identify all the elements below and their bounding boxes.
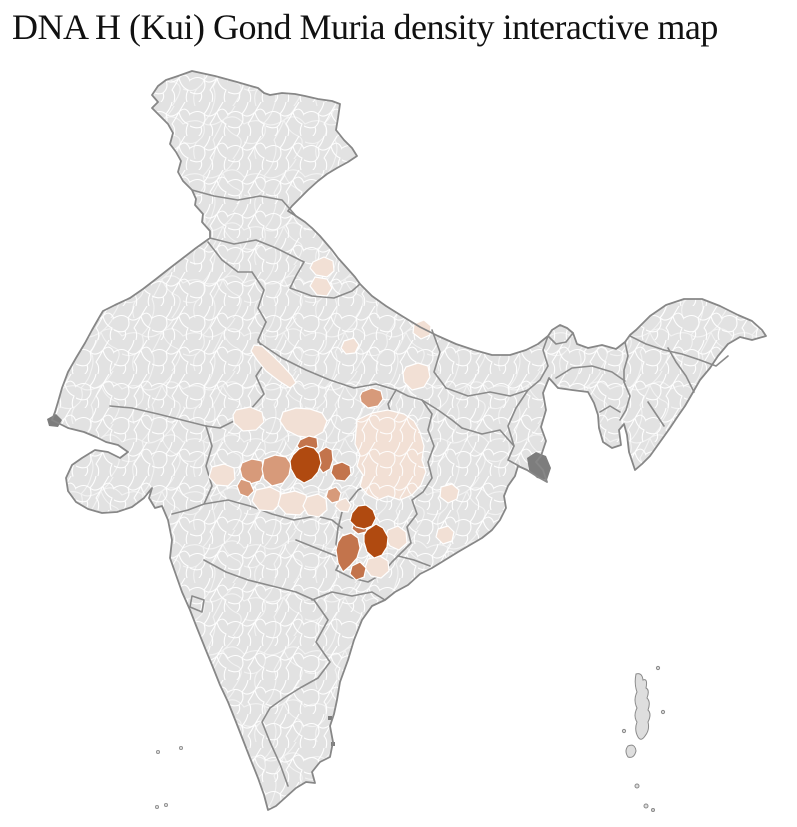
andaman-main-island	[634, 673, 651, 740]
island-dot	[643, 803, 649, 809]
andaman-south-island	[625, 744, 637, 758]
coastal-enclave	[328, 716, 332, 720]
island-dot	[660, 709, 666, 715]
page-title: DNA H (Kui) Gond Muria density interacti…	[12, 7, 718, 47]
district	[309, 276, 333, 297]
district	[289, 445, 322, 484]
district	[239, 458, 265, 485]
district	[232, 406, 265, 432]
district	[435, 525, 455, 545]
district	[325, 486, 342, 504]
state-borders	[109, 189, 729, 787]
lakshadweep-islands[interactable]	[154, 746, 183, 810]
district	[349, 504, 377, 530]
district	[363, 523, 389, 559]
district	[309, 256, 335, 278]
district	[251, 486, 282, 512]
district	[236, 478, 255, 498]
district	[302, 493, 328, 518]
district	[335, 532, 361, 573]
district	[330, 461, 352, 482]
district	[340, 337, 360, 355]
island-dot	[621, 728, 627, 734]
density-very-high-districts[interactable]	[289, 445, 389, 559]
island-dot	[163, 803, 168, 808]
island-dot	[154, 805, 159, 810]
island-dot	[178, 746, 183, 751]
district	[208, 463, 236, 487]
density-medium-districts[interactable]	[236, 387, 384, 504]
district	[349, 561, 367, 581]
district	[402, 362, 431, 391]
district	[439, 483, 460, 504]
andaman-nicobar-islands[interactable]	[621, 665, 666, 812]
island-dot	[655, 665, 661, 671]
island-dot	[155, 750, 160, 755]
district	[277, 490, 309, 516]
district	[279, 407, 328, 439]
district	[359, 387, 384, 409]
district	[250, 344, 297, 389]
island-dot	[651, 808, 655, 812]
island-dot	[634, 783, 640, 789]
district	[261, 454, 292, 487]
